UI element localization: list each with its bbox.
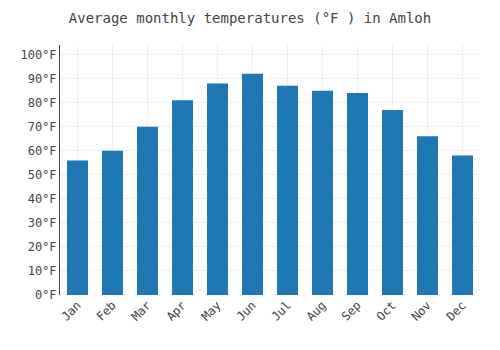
svg-text:Dec: Dec [444,298,469,323]
svg-text:Feb: Feb [94,298,119,323]
svg-text:Sep: Sep [339,298,364,323]
svg-text:10°F: 10°F [28,264,57,278]
svg-text:30°F: 30°F [28,216,57,230]
svg-text:Nov: Nov [409,298,434,323]
svg-text:50°F: 50°F [28,168,57,182]
svg-text:May: May [199,298,224,323]
svg-text:70°F: 70°F [28,120,57,134]
svg-text:Average monthly temperatures (: Average monthly temperatures (°F ) in Am… [69,10,431,26]
svg-text:80°F: 80°F [28,96,57,110]
svg-text:Jun: Jun [234,298,259,323]
svg-text:0°F: 0°F [35,288,57,302]
svg-text:Aug: Aug [304,298,329,323]
svg-text:20°F: 20°F [28,240,57,254]
svg-text:100°F: 100°F [20,48,56,62]
svg-text:Jan: Jan [59,298,84,323]
svg-text:Oct: Oct [374,298,399,323]
svg-text:Jul: Jul [269,298,294,323]
svg-text:60°F: 60°F [28,144,57,158]
svg-text:40°F: 40°F [28,192,57,206]
svg-text:90°F: 90°F [28,72,57,86]
svg-text:Apr: Apr [164,298,189,323]
svg-text:Mar: Mar [129,298,154,323]
